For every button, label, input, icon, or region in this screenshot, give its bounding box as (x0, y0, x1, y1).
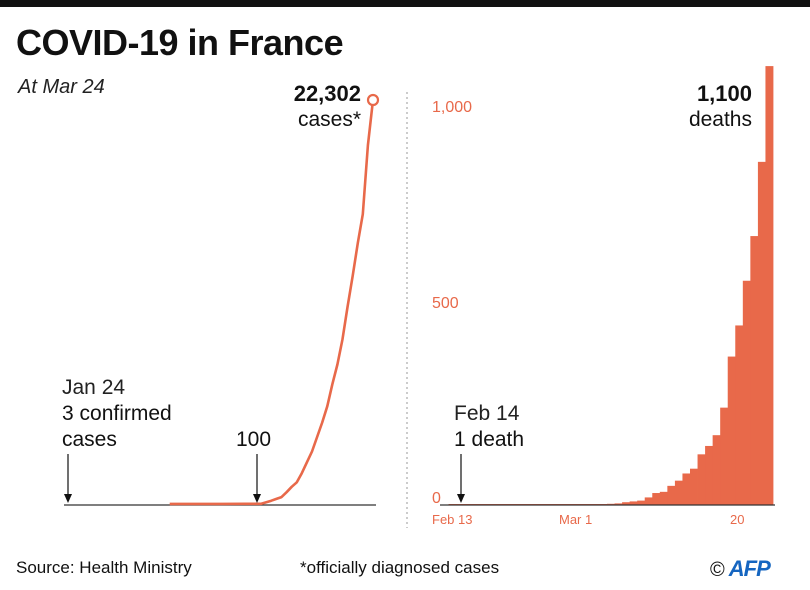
hundred-arrowhead (253, 494, 261, 503)
death-bar (697, 454, 706, 505)
first-death-date: Feb 14 (454, 402, 520, 425)
death-bar (712, 435, 721, 506)
start-text-label-2: cases (62, 428, 117, 451)
x-tick-20: 20 (730, 512, 744, 527)
deaths-end-label: deaths (689, 108, 752, 131)
cases-panel: Jan 24 3 confirmed cases 100 22,302 case… (62, 81, 380, 506)
death-bar (705, 445, 714, 505)
death-bar (622, 502, 631, 505)
death-bar (765, 66, 774, 505)
death-bar (659, 491, 668, 505)
y-tick-0: 0 (432, 490, 441, 507)
copyright-symbol: © (710, 559, 725, 581)
death-bar (727, 356, 736, 505)
death-bar (735, 325, 744, 505)
footnote: *officially diagnosed cases (300, 558, 500, 577)
death-bar (652, 493, 661, 505)
death-bar (682, 473, 691, 505)
source-note: Source: Health Ministry (16, 558, 192, 577)
y-tick-500: 500 (432, 295, 459, 312)
x-tick-mar1: Mar 1 (559, 512, 592, 527)
start-date-label: Jan 24 (62, 376, 125, 399)
death-bar (614, 503, 623, 505)
cases-end-value: 22,302 (294, 81, 361, 106)
death-bar (690, 468, 698, 505)
afp-logo: © AFP (710, 556, 771, 582)
chart-subtitle: At Mar 24 (18, 76, 105, 98)
death-bar (629, 501, 638, 505)
cases-line (169, 99, 375, 506)
deaths-end-value: 1,100 (697, 81, 752, 106)
first-death-arrowhead (457, 494, 465, 503)
y-tick-1000: 1,000 (432, 99, 472, 116)
death-bar (667, 485, 676, 505)
x-tick-feb13: Feb 13 (432, 512, 472, 527)
death-bar (637, 500, 646, 505)
death-bar (720, 407, 729, 505)
death-bar (757, 161, 766, 506)
hundred-label: 100 (236, 428, 271, 451)
deaths-panel: 1,000 500 0 Feb 13 Mar 1 20 Feb 14 1 dea… (432, 66, 775, 527)
death-bar (674, 480, 683, 505)
start-text-label: 3 confirmed (62, 402, 172, 425)
start-arrowhead (64, 494, 72, 503)
afp-logo-text: AFP (728, 556, 771, 581)
top-bar (0, 0, 810, 7)
chart-title: COVID-19 in France (16, 22, 344, 63)
cases-end-label: cases* (298, 108, 361, 131)
first-death-text: 1 death (454, 428, 524, 451)
cases-end-marker (366, 93, 380, 107)
death-bar (742, 280, 751, 505)
death-bar (750, 236, 759, 505)
death-bar (644, 497, 653, 505)
